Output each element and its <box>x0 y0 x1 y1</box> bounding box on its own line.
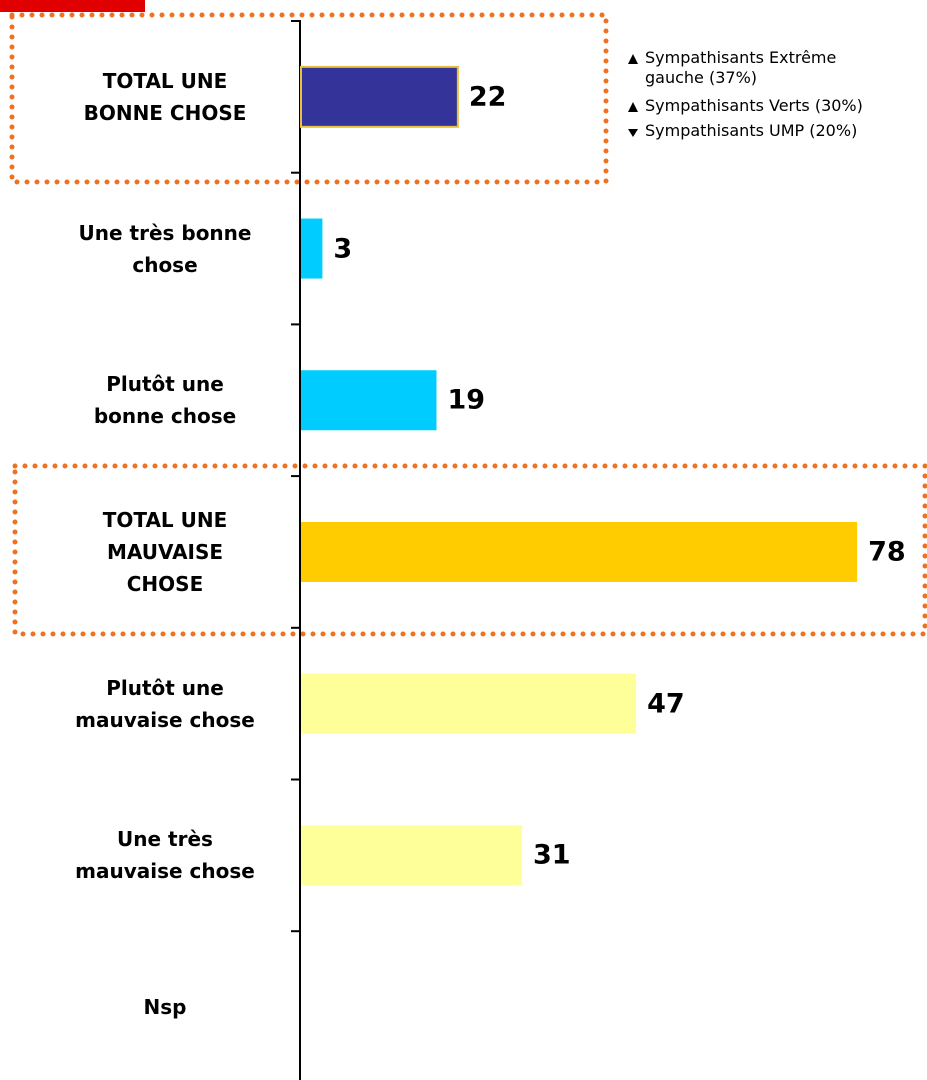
value-label: 78 <box>868 536 906 568</box>
value-label: 22 <box>468 81 507 113</box>
category-label: TOTAL UNE BONNE CHOSE <box>83 68 247 125</box>
annotation: Sympathisants Extrême gauche (37%) <box>645 48 837 87</box>
bar <box>301 218 323 279</box>
category-label: Nsp <box>143 995 187 1020</box>
bar <box>301 521 858 582</box>
bar <box>301 673 637 734</box>
highlight-box <box>12 463 927 637</box>
highlight-box <box>9 12 609 185</box>
value-label: 31 <box>533 839 571 871</box>
category-label: Plutôt une mauvaise chose <box>75 675 255 732</box>
trend-marker <box>628 102 638 112</box>
category-label: Une très mauvaise chose <box>75 827 255 884</box>
value-label: 47 <box>647 688 685 720</box>
category-label: TOTAL UNE MAUVAISE CHOSE <box>102 507 228 596</box>
trend-marker <box>628 54 638 64</box>
value-label: 3 <box>333 233 353 265</box>
annotation: Sympathisants UMP (20%) <box>645 121 858 140</box>
trend-marker <box>628 129 638 137</box>
category-label: Une très bonne chose <box>78 220 252 277</box>
annotation: Sympathisants Verts (30%) <box>645 96 863 115</box>
bar <box>301 825 523 886</box>
bar <box>300 65 459 128</box>
bar <box>301 370 437 431</box>
header-bar <box>0 0 145 12</box>
value-label: 19 <box>447 384 486 416</box>
category-label: Plutôt une bonne chose <box>93 372 237 429</box>
